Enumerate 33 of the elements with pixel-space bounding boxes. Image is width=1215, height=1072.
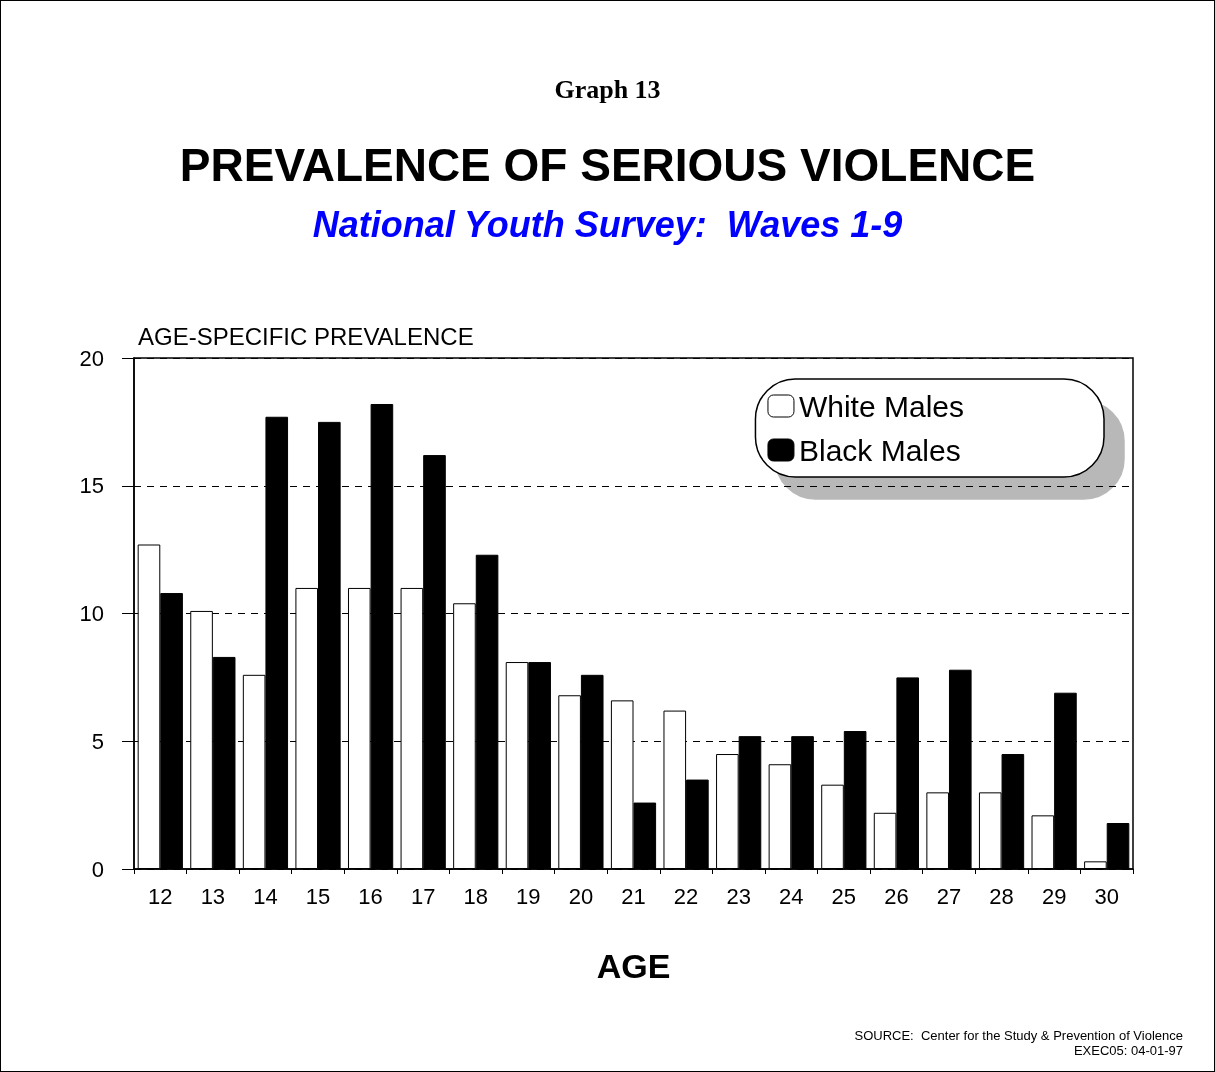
x-tick-label: 28 xyxy=(989,883,1014,909)
x-tick-label: 13 xyxy=(200,883,226,909)
legend-label: Black Males xyxy=(798,433,961,467)
chart-subtitle: National Youth Survey: Waves 1-9 xyxy=(312,203,903,245)
x-tick-label: 16 xyxy=(358,883,383,909)
y-tick-label: 15 xyxy=(79,473,104,499)
x-tick-label: 23 xyxy=(726,883,751,909)
y-tick-label: 5 xyxy=(91,728,104,754)
x-tick-label: 21 xyxy=(621,883,646,909)
x-tick-label: 27 xyxy=(936,883,962,909)
x-tick-label: 22 xyxy=(673,883,699,909)
x-tick-label: 25 xyxy=(831,883,857,909)
x-tick-label: 18 xyxy=(463,883,489,909)
y-tick-label: 20 xyxy=(79,345,104,371)
y-tick-label: 0 xyxy=(91,856,104,882)
chart-title: PREVALENCE OF SERIOUS VIOLENCE xyxy=(179,139,1036,191)
y-axis-title: AGE-SPECIFIC PREVALENCE xyxy=(138,322,474,350)
x-tick-label: 29 xyxy=(1041,883,1067,909)
x-tick-label: 26 xyxy=(884,883,909,909)
x-tick-label: 19 xyxy=(516,883,541,909)
x-tick-label: 20 xyxy=(568,883,594,909)
x-axis-title: AGE xyxy=(596,947,671,985)
legend-label: White Males xyxy=(798,389,964,423)
x-tick-label: 24 xyxy=(778,883,804,909)
x-tick-label: 12 xyxy=(148,883,173,909)
x-tick-label: 30 xyxy=(1094,883,1119,909)
source-note: SOURCE: Center for the Study & Prevention of Violence xyxy=(854,1028,1184,1043)
x-tick-label: 15 xyxy=(305,883,331,909)
y-tick-label: 10 xyxy=(79,601,104,626)
caption: Graph 13 xyxy=(554,74,661,104)
text: EXEC05: 04-01-97 xyxy=(1073,1043,1183,1058)
x-tick-label: 17 xyxy=(410,883,436,909)
x-tick-label: 14 xyxy=(253,883,278,909)
